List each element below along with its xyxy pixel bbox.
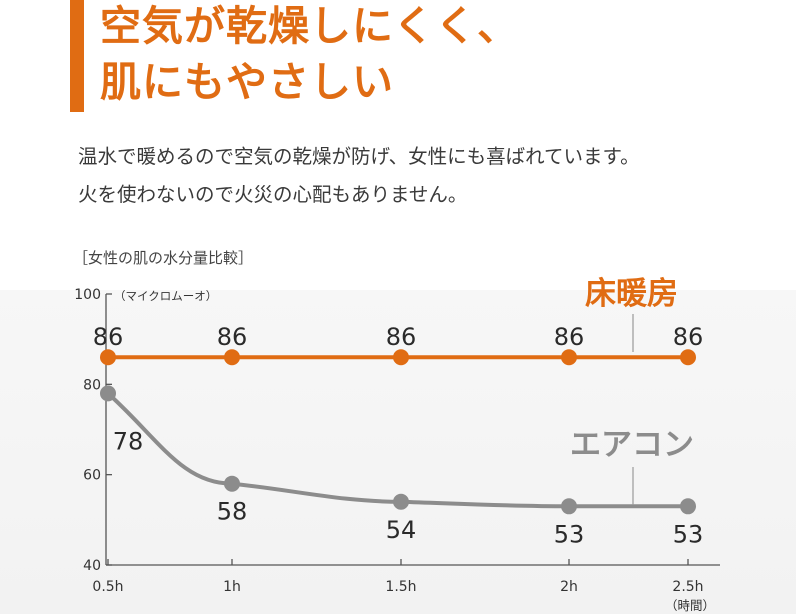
- data-point-air-conditioner: [680, 498, 696, 515]
- data-point-floor-heating: [680, 349, 696, 366]
- data-point-air-conditioner: [100, 385, 116, 402]
- y-axis-unit-label: （マイクロムーオ）: [114, 289, 217, 303]
- data-point-floor-heating: [224, 349, 240, 366]
- x-tick-label: 2h: [560, 579, 578, 595]
- series-label-air-conditioner: エアコン: [570, 427, 694, 463]
- data-label-floor-heating: 86: [554, 323, 585, 351]
- data-point-floor-heating: [561, 349, 577, 366]
- body-line-2: 火を使わないので火災の心配もありません。: [78, 183, 468, 206]
- data-point-air-conditioner: [224, 475, 240, 492]
- headline: 空気が乾燥しにくく、 肌にもやさしい: [100, 0, 519, 110]
- data-point-floor-heating: [100, 349, 116, 366]
- chart-title: ［女性の肌の水分量比較］: [73, 249, 254, 267]
- headline-line-2: 肌にもやさしい: [100, 58, 394, 106]
- y-tick-label: 40: [83, 558, 101, 574]
- y-tick-label: 100: [74, 287, 101, 303]
- y-tick-label: 60: [83, 468, 101, 484]
- data-label-floor-heating: 86: [673, 323, 704, 351]
- body-text: 温水で暖めるので空気の乾燥が防げ、女性にも喜ばれています。 火を使わないので火災…: [78, 138, 640, 214]
- x-tick-label: 2.5h: [672, 579, 703, 595]
- data-label-floor-heating: 86: [386, 323, 417, 351]
- data-label-air-conditioner: 54: [386, 516, 417, 544]
- accent-bar: [70, 0, 84, 112]
- body-line-1: 温水で暖めるので空気の乾燥が防げ、女性にも喜ばれています。: [78, 145, 640, 168]
- x-tick-label: 1.5h: [385, 579, 416, 595]
- x-tick-label: 0.5h: [92, 579, 123, 595]
- headline-line-1: 空気が乾燥しにくく、: [100, 2, 520, 50]
- data-point-floor-heating: [393, 349, 409, 366]
- series-line-air-conditioner: [106, 391, 688, 509]
- data-point-air-conditioner: [393, 493, 409, 510]
- chart-background: [0, 290, 796, 614]
- data-label-air-conditioner: 53: [673, 520, 704, 548]
- data-label-air-conditioner: 53: [554, 520, 585, 548]
- y-tick-label: 80: [83, 377, 101, 393]
- data-label-air-conditioner: 78: [113, 427, 144, 455]
- x-tick-label: 1h: [223, 579, 241, 595]
- data-label-floor-heating: 86: [217, 323, 248, 351]
- data-label-air-conditioner: 58: [217, 498, 248, 526]
- x-axis-unit-label: （時間）: [665, 598, 715, 613]
- data-point-air-conditioner: [561, 498, 577, 515]
- series-label-floor-heating: 床暖房: [585, 276, 678, 312]
- data-label-floor-heating: 86: [93, 323, 124, 351]
